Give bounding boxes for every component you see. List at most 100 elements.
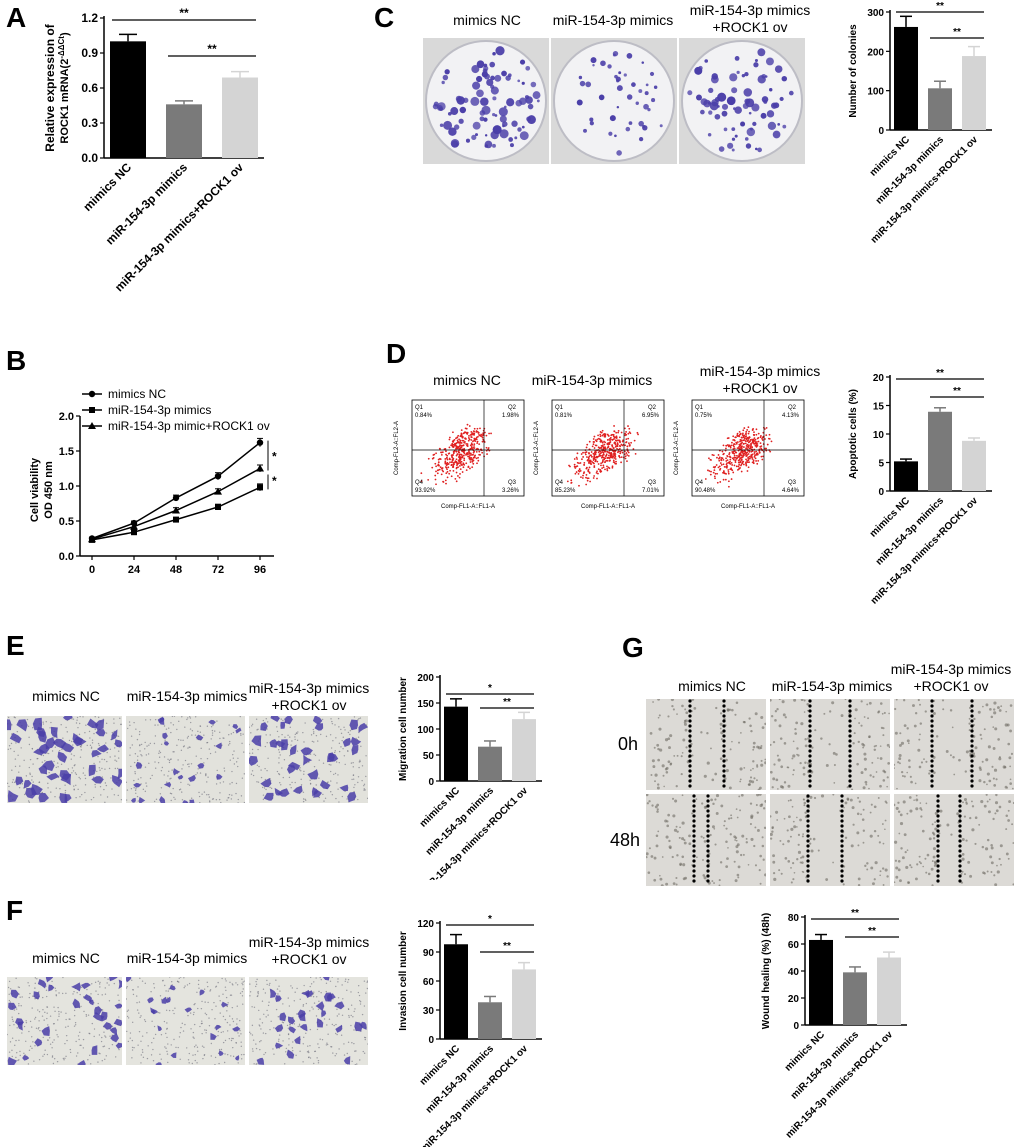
flow-event <box>449 461 451 464</box>
cell-debris <box>696 856 698 859</box>
wound-edge-dot <box>806 864 810 868</box>
membrane-pore <box>111 1025 114 1027</box>
cell-debris <box>895 806 899 810</box>
wound-edge-dot <box>808 724 812 728</box>
membrane-pore <box>153 1025 156 1028</box>
cell-debris <box>934 827 938 831</box>
membrane-pore <box>170 731 172 734</box>
flow-event <box>467 437 470 439</box>
cell-debris <box>760 745 763 748</box>
membrane-pore <box>240 1033 242 1035</box>
membrane-pore <box>136 795 139 798</box>
membrane-pore <box>279 782 281 784</box>
bar <box>928 411 952 491</box>
flow-event <box>748 430 750 433</box>
cell-debris <box>919 722 923 725</box>
membrane-pore <box>312 728 315 731</box>
membrane-pore <box>115 760 118 762</box>
membrane-pore <box>331 794 334 796</box>
wound-edge-dot <box>692 874 696 878</box>
membrane-pore <box>118 1016 120 1018</box>
wound-edge-dot <box>848 784 852 788</box>
membrane-pore <box>222 737 224 739</box>
flow-event <box>601 454 604 457</box>
flow-event <box>744 435 747 438</box>
flow-event <box>459 468 462 471</box>
wound-edge-dot <box>808 754 812 758</box>
cell-debris <box>726 857 729 860</box>
flow-event <box>602 466 605 469</box>
flow-event <box>607 438 609 441</box>
flow-event <box>708 457 710 460</box>
cell-debris <box>657 783 660 786</box>
flow-event <box>599 471 602 473</box>
colony <box>530 81 537 88</box>
flow-event <box>457 459 460 462</box>
membrane-pore <box>336 1015 338 1017</box>
membrane-pore <box>309 783 312 785</box>
flow-event <box>769 450 772 453</box>
wound-edge-dot <box>806 824 810 828</box>
membrane-pore <box>231 781 233 784</box>
cell-debris <box>903 775 906 778</box>
membrane-pore <box>233 750 235 752</box>
membrane-pore <box>133 761 136 764</box>
membrane-pore <box>131 1057 133 1059</box>
cell-debris <box>751 780 755 784</box>
flow-event <box>754 457 757 460</box>
stained-cell <box>215 742 222 749</box>
membrane-pore <box>24 1054 26 1056</box>
colony <box>484 73 490 80</box>
flow-event <box>460 446 463 449</box>
colony <box>501 70 507 77</box>
colony <box>745 143 752 149</box>
cell-debris <box>988 798 991 801</box>
stained-cell <box>286 765 296 774</box>
y-axis-label: Apoptotic cells (%) <box>848 389 859 479</box>
cell-debris <box>792 861 795 865</box>
cell-debris <box>942 708 945 711</box>
flow-event <box>620 431 623 434</box>
membrane-pore <box>97 993 99 996</box>
cell-debris <box>791 757 794 760</box>
colony <box>736 70 740 74</box>
flow-event <box>566 480 569 483</box>
flow-event <box>611 439 614 441</box>
y-tick-label: 15 <box>873 402 885 413</box>
stained-cell <box>38 792 49 803</box>
membrane-pore <box>163 756 166 758</box>
membrane-pore <box>159 1012 161 1014</box>
flow-event <box>739 440 741 443</box>
flow-event <box>740 456 743 459</box>
flow-event <box>628 431 631 434</box>
flow-event <box>745 447 748 449</box>
colony <box>647 107 651 112</box>
membrane-pore <box>108 1000 111 1002</box>
membrane-pore <box>222 1041 225 1044</box>
cell-debris <box>726 709 730 712</box>
membrane-pore <box>229 1015 231 1017</box>
membrane-pore <box>89 737 91 739</box>
cell-debris <box>756 829 760 832</box>
cell-debris <box>982 705 984 708</box>
cell-debris <box>857 796 860 799</box>
membrane-pore <box>265 734 267 736</box>
stained-cell <box>162 732 168 739</box>
cell-debris <box>933 771 936 774</box>
cell-debris <box>753 844 756 848</box>
membrane-pore <box>324 797 327 799</box>
membrane-pore <box>310 983 313 985</box>
membrane-pore <box>104 977 106 979</box>
membrane-pore <box>75 1040 77 1043</box>
membrane-pore <box>127 1040 130 1043</box>
membrane-pore <box>131 1039 134 1042</box>
cell-debris <box>949 709 953 712</box>
membrane-pore <box>138 730 141 733</box>
membrane-pore <box>137 986 139 988</box>
wound-edge-dot <box>808 774 812 778</box>
colony <box>766 110 775 118</box>
flow-event <box>461 464 464 466</box>
cell-debris <box>778 869 781 872</box>
membrane-pore <box>199 802 201 803</box>
wound-edge-dot <box>706 814 710 818</box>
